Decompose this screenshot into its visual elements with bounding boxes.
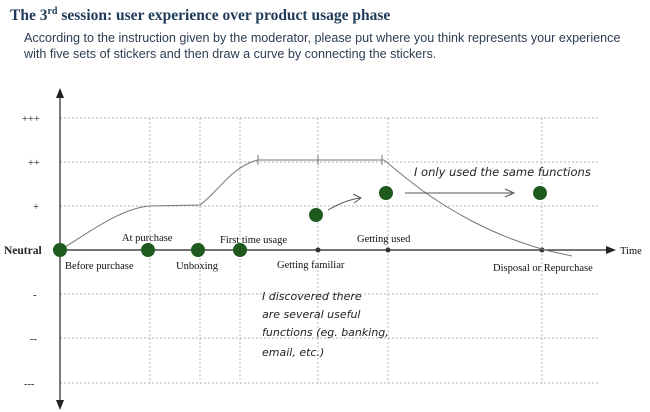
y-label-plus3: +++ bbox=[22, 114, 40, 125]
phase-label-at-purchase: At purchase bbox=[122, 233, 173, 244]
phase-label-first-time-usage: First time usage bbox=[220, 235, 287, 246]
y-label-minus1: - bbox=[33, 290, 37, 301]
phase-label-unboxing: Unboxing bbox=[176, 261, 219, 272]
experience-curve bbox=[59, 159, 573, 257]
page-title: The 3rd session: user experience over pr… bbox=[10, 6, 391, 25]
curve-tick-marks bbox=[257, 155, 383, 165]
phase-label-getting-familiar: Getting familiar bbox=[277, 260, 345, 271]
y-label-minus3: --- bbox=[24, 379, 35, 390]
hand-arrows bbox=[327, 188, 516, 211]
y-label-plus2: ++ bbox=[28, 158, 40, 169]
y-axis-arrow-up bbox=[56, 88, 64, 98]
annotation-bottom-line2: are several useful bbox=[262, 308, 361, 321]
y-label-neutral: Neutral bbox=[4, 245, 42, 257]
sticker-getting-used bbox=[379, 186, 393, 200]
phase-label-disposal: Disposal or Repurchase bbox=[493, 263, 593, 274]
sticker-getting-familiar bbox=[309, 208, 323, 222]
instruction-text: According to the instruction given by th… bbox=[24, 31, 621, 61]
sticker-repurchase bbox=[533, 186, 547, 200]
annotation-bottom-line1: I discovered there bbox=[262, 290, 362, 303]
sticker-unboxing bbox=[191, 243, 205, 257]
sticker-first-time-usage bbox=[233, 243, 247, 257]
annotation-bottom-line3: functions (eg. banking, bbox=[262, 326, 389, 339]
sticker-at-purchase bbox=[141, 243, 155, 257]
x-axis-label: Time bbox=[620, 246, 642, 257]
y-label-plus1: + bbox=[33, 202, 39, 213]
annotation-top: I only used the same functions bbox=[414, 165, 591, 179]
y-axis-arrow-down bbox=[56, 400, 64, 410]
phase-label-before-purchase: Before purchase bbox=[65, 261, 134, 272]
phase-label-getting-used: Getting used bbox=[357, 234, 411, 245]
sticker-before-purchase bbox=[53, 243, 67, 257]
x-axis-arrow bbox=[606, 246, 616, 254]
annotation-bottom-line4: email, etc.) bbox=[262, 346, 324, 359]
stickers bbox=[53, 186, 547, 257]
y-label-minus2: -- bbox=[30, 334, 37, 345]
